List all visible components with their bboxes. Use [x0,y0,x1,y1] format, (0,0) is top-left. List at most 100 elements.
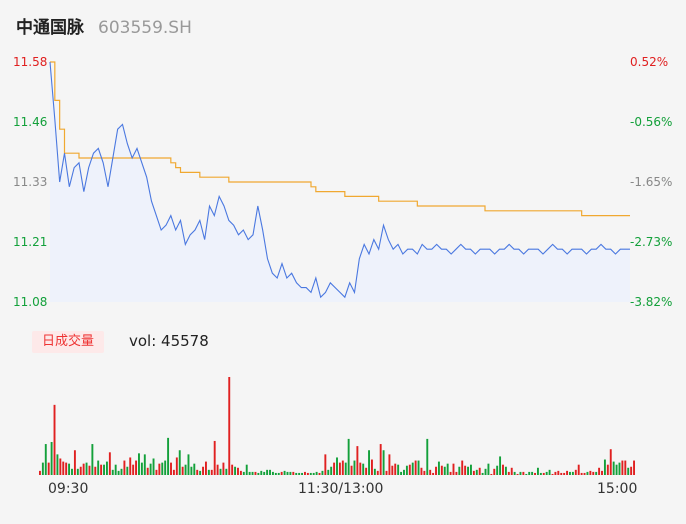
price-tick-label: 11.21 [13,235,47,249]
volume-bar [222,462,225,475]
volume-bar [618,462,621,475]
volume-bar [53,404,56,475]
volume-bar [432,472,435,475]
volume-bar [295,472,298,475]
volume-bar [129,457,132,475]
volume-bar [539,472,542,475]
volume-bar [356,446,359,475]
volume-bar [172,469,175,475]
volume-bar [324,454,327,475]
volume-bar [423,470,426,475]
volume-bar [126,466,129,475]
volume-bar [117,470,120,475]
volume-bar [158,463,161,475]
volume-bar [531,471,534,475]
volume-bar [135,460,138,475]
volume-bar [446,463,449,475]
volume-bar [242,471,245,475]
volume-bar [589,470,592,475]
volume-bar [184,464,187,475]
volume-bar [525,473,528,475]
volume-bar [563,472,566,475]
volume-bar [216,464,219,475]
volume-bar [108,452,111,475]
volume-bar [621,460,624,475]
volume-bar [65,462,68,475]
volume-bar [41,462,44,475]
volume-bar [362,463,365,475]
volume-bar [164,460,167,475]
volume-bar [577,464,580,475]
volume-bar [368,450,370,475]
volume-bar [304,471,306,475]
volume-bar [606,464,609,475]
volume-bar [341,460,344,475]
stock-name: 中通国脉 [16,18,84,38]
volume-bar [420,467,423,475]
volume-bar [170,462,172,475]
volume-bar [449,471,452,475]
volume-bar [88,465,91,475]
volume-bar [417,460,420,475]
volume-bar [376,470,379,475]
volume-bar [245,464,248,475]
volume-bar [277,472,280,475]
volume-bar [321,470,324,475]
volume-bar [228,377,231,475]
volume-bar [269,469,271,475]
volume-bar [458,466,461,475]
volume-bar [571,471,574,475]
volume-bar [298,472,301,475]
volume-bar [435,466,437,475]
stock-code: 603559.SH [98,18,192,38]
change-tick-label: -0.56% [630,115,672,129]
volume-bar [97,460,100,475]
volume-bar [592,471,595,475]
volume-bar [464,465,467,475]
price-line [49,61,630,299]
volume-bar [161,462,164,475]
volume-bar [155,469,158,475]
volume-bar [627,467,630,475]
volume-bar [475,469,478,475]
volume-bar [603,459,606,475]
volume-bar [400,471,403,475]
volume-bar [385,470,388,475]
volume-bar [516,473,519,475]
volume-bar [280,471,283,475]
volume-bar [336,457,338,475]
volume-bar [312,472,315,475]
volume-bar [499,456,502,475]
volume-bar [190,466,193,475]
volume-bar [455,471,458,475]
volume-bar [237,467,239,475]
volume-bar [528,471,531,475]
volume-bar [39,470,41,475]
volume-tag[interactable]: 日成交量 [32,331,105,353]
volume-bar [338,462,341,475]
volume-bar [496,465,499,475]
volume-bar [382,450,385,475]
volume-bar [248,471,251,475]
price-tick-label: 11.33 [13,175,47,189]
time-label-close: 15:00 [597,481,638,497]
volume-bar [370,459,373,475]
volume-bar [103,464,105,475]
volume-bar [193,463,196,475]
volume-bar [595,471,598,475]
volume-bar [502,464,504,475]
volume-bar [301,472,304,475]
price-area-fill [50,62,630,302]
volume-bar [213,440,216,475]
volume-bar [187,454,190,475]
volume-bar [487,463,490,475]
volume-bar [196,469,199,475]
volume-bar [359,462,362,475]
volume-bar [583,472,586,475]
price-lines [49,61,630,299]
volume-bar [251,471,254,475]
change-tick-label: -3.82% [630,295,672,309]
volume-bar [601,470,603,475]
volume-bar [85,462,88,475]
volume-bar [443,466,446,475]
